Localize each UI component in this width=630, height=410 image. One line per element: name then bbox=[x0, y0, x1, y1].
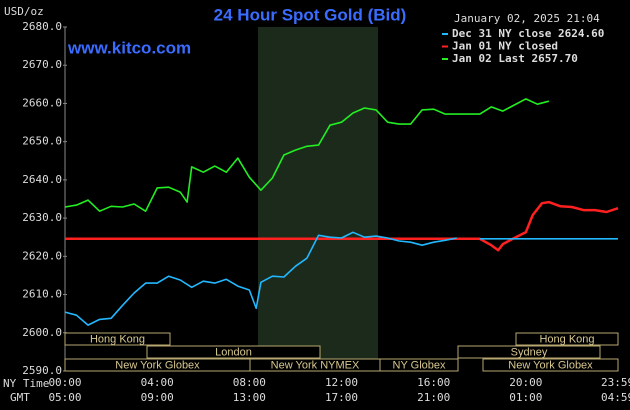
x-tick-label: 04:00 bbox=[141, 376, 174, 389]
x-tick-label: 12:00 bbox=[325, 376, 358, 389]
session-label: London bbox=[215, 346, 252, 358]
session-box bbox=[146, 345, 321, 359]
session-box bbox=[482, 358, 619, 372]
session-box bbox=[457, 345, 601, 359]
chart-title: 24 Hour Spot Gold (Bid) bbox=[214, 5, 407, 24]
x-row-label: GMT bbox=[10, 391, 30, 404]
y-tick-label: 2600.0 bbox=[22, 326, 62, 339]
legend-label: Dec 31 NY close 2624.60 bbox=[452, 27, 604, 40]
x-tick-label-gmt: 17:00 bbox=[325, 391, 358, 404]
session-box bbox=[64, 332, 171, 346]
y-tick-label: 2610.0 bbox=[22, 288, 62, 301]
watermark: www.kitco.com bbox=[67, 38, 191, 57]
session-label: Sydney bbox=[511, 346, 548, 358]
series-line bbox=[65, 200, 619, 252]
y-tick-label: 2630.0 bbox=[22, 211, 62, 224]
session-label: Hong Kong bbox=[539, 333, 594, 345]
legend-swatch bbox=[442, 33, 448, 35]
timestamp: January 02, 2025 21:04 bbox=[454, 12, 600, 25]
legend-swatch bbox=[442, 45, 448, 48]
x-tick-label: 20:00 bbox=[509, 376, 542, 389]
x-tick-label-gmt: 05:00 bbox=[48, 391, 81, 404]
y-tick-label: 2660.0 bbox=[22, 96, 62, 109]
session-label: New York Globex bbox=[115, 359, 200, 371]
x-tick-label: 08:00 bbox=[233, 376, 266, 389]
y-tick-label: 2640.0 bbox=[22, 173, 62, 186]
session-label: NY Globex bbox=[393, 359, 446, 371]
session-label: Hong Kong bbox=[90, 333, 145, 345]
x-tick-label: 23:59 bbox=[601, 376, 630, 389]
legend-label: Jan 02 Last 2657.70 bbox=[452, 52, 578, 65]
session-label: New York NYMEX bbox=[271, 359, 360, 371]
x-tick-label-gmt: 09:00 bbox=[141, 391, 174, 404]
x-tick-label-gmt: 21:00 bbox=[417, 391, 450, 404]
y-tick-label: 2670.0 bbox=[22, 58, 62, 71]
x-tick-label-gmt: 04:59 bbox=[601, 391, 630, 404]
x-tick-label: 16:00 bbox=[417, 376, 450, 389]
legend-label: Jan 01 NY closed bbox=[452, 40, 558, 53]
session-box bbox=[379, 358, 459, 372]
x-row-label: NY Time bbox=[3, 377, 49, 390]
session-label: New York Globex bbox=[508, 359, 593, 371]
x-tick-label-gmt: 13:00 bbox=[233, 391, 266, 404]
y-axis-label: USD/oz bbox=[4, 5, 44, 18]
legend-swatch bbox=[442, 58, 448, 60]
y-tick-label: 2620.0 bbox=[22, 249, 62, 262]
series-line bbox=[64, 231, 618, 326]
y-tick-label: 2650.0 bbox=[22, 135, 62, 148]
session-shade bbox=[258, 27, 378, 371]
y-tick-label: 2680.0 bbox=[22, 20, 62, 33]
x-tick-label-gmt: 01:00 bbox=[509, 391, 542, 404]
y-tick-label: 2590.0 bbox=[22, 364, 62, 377]
series-line bbox=[64, 98, 550, 212]
session-box bbox=[515, 332, 619, 346]
x-tick-label: 00:00 bbox=[48, 376, 81, 389]
